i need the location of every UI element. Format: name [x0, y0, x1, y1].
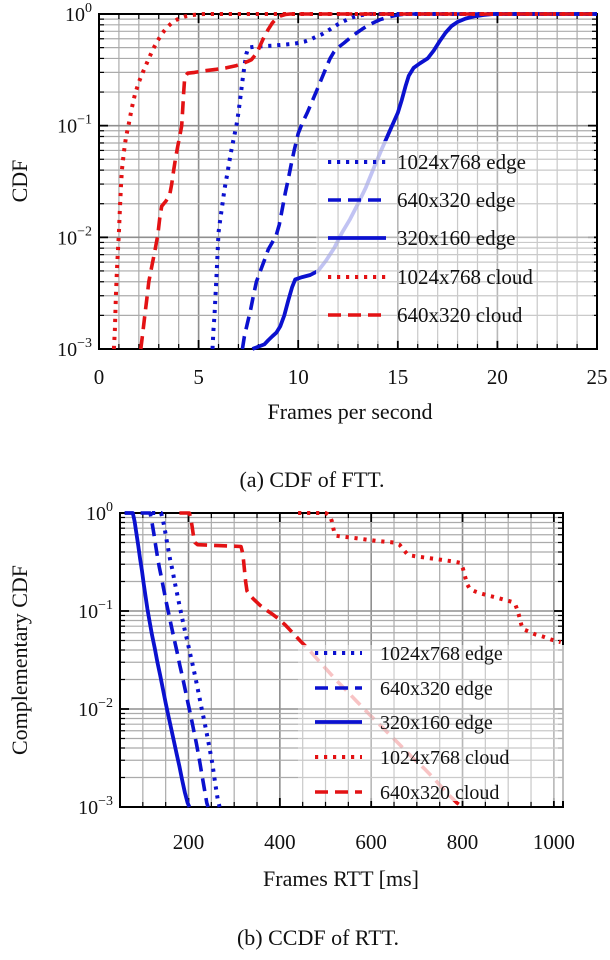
curve-1024x768-cloud-b: [298, 511, 562, 645]
y-tick-label: 10−1: [57, 113, 92, 138]
curve-1024x768-cloud-a: [111, 12, 597, 350]
panel-b-caption: (b) CCDF of RTT.: [237, 925, 399, 950]
legend-label: 320x160 edge: [397, 226, 515, 250]
y-tick-label: 10−3: [57, 336, 92, 361]
legend-label: 640x320 edge: [397, 188, 515, 212]
curve-640x320-cloud-a: [139, 12, 597, 350]
gridlines-b: [298, 645, 563, 801]
legend-label: 640x320 cloud: [380, 782, 499, 804]
panel-a-caption: (a) CDF of FTT.: [239, 467, 384, 492]
legend-background-a: [316, 141, 594, 341]
legend-b: 1024x768 edge 640x320 edge 320x160 edge 102…: [315, 643, 509, 804]
panel-b-xlabel: Frames RTT [ms]: [263, 866, 419, 891]
panel-a-xlabel: Frames per second: [268, 399, 433, 424]
legend-label: 320x160 edge: [380, 712, 493, 734]
legend-label: 640x320 edge: [380, 678, 493, 700]
y-tick-label: 100: [86, 500, 113, 525]
x-tick-label: 10: [288, 365, 309, 389]
x-tick-label: 600: [355, 830, 387, 854]
legend-label: 1024x768 cloud: [380, 747, 509, 769]
x-tick-label: 5: [193, 365, 204, 389]
x-tick-label: 400: [264, 830, 296, 854]
x-tick-label: 15: [387, 365, 408, 389]
y-tick-label: 10−2: [78, 696, 113, 721]
gridlines-over-legend-a: [316, 141, 594, 341]
panel-a-plot: 0 5 10 15 20 25 100 10−1 10−2 10−3 1024x768 edge 64…: [57, 1, 607, 389]
tick-labels-a: 0 5 10 15 20 25 100 10−1 10−2 10−3: [57, 1, 607, 389]
legend-label: 1024x768 cloud: [397, 265, 533, 289]
panel-a-ylabel: CDF: [7, 160, 32, 203]
legend-label: 1024x768 edge: [380, 643, 503, 665]
x-tick-label: 800: [447, 830, 479, 854]
panel-b-ylabel: Complementary CDF: [7, 565, 32, 755]
panel-b-plot: 200 400 600 800 1000 100 10−1 10−2 10−3 1024x768 …: [78, 500, 585, 854]
curve-640x320-edge-a: [240, 12, 597, 350]
tick-labels-b: 200 400 600 800 1000 100 10−1 10−2 10−3: [78, 500, 575, 854]
series-curves-b: [124, 511, 562, 809]
y-tick-label: 10−3: [78, 794, 113, 819]
curve-640x320-edge-b: [140, 511, 210, 808]
curve-1024x768-edge-a: [210, 12, 597, 350]
legend-label: 1024x768 edge: [397, 150, 526, 174]
x-tick-label: 20: [487, 365, 508, 389]
y-tick-label: 10−1: [78, 598, 113, 623]
gridlines-a: [316, 141, 594, 341]
legend-label: 640x320 cloud: [397, 303, 523, 327]
y-tick-label: 100: [65, 1, 92, 26]
x-tick-label: 25: [587, 365, 608, 389]
curve-320x160-edge-b: [124, 511, 192, 808]
legend-a: 1024x768 edge 640x320 edge 320x160 edge 102…: [328, 150, 533, 327]
gridlines-over-legend-b: [298, 645, 563, 801]
y-tick-label: 10−2: [57, 224, 92, 249]
x-tick-label: 200: [173, 830, 205, 854]
x-tick-label: 1000: [533, 830, 575, 854]
curve-1024x768-edge-b: [152, 511, 222, 808]
x-tick-label: 0: [94, 365, 105, 389]
